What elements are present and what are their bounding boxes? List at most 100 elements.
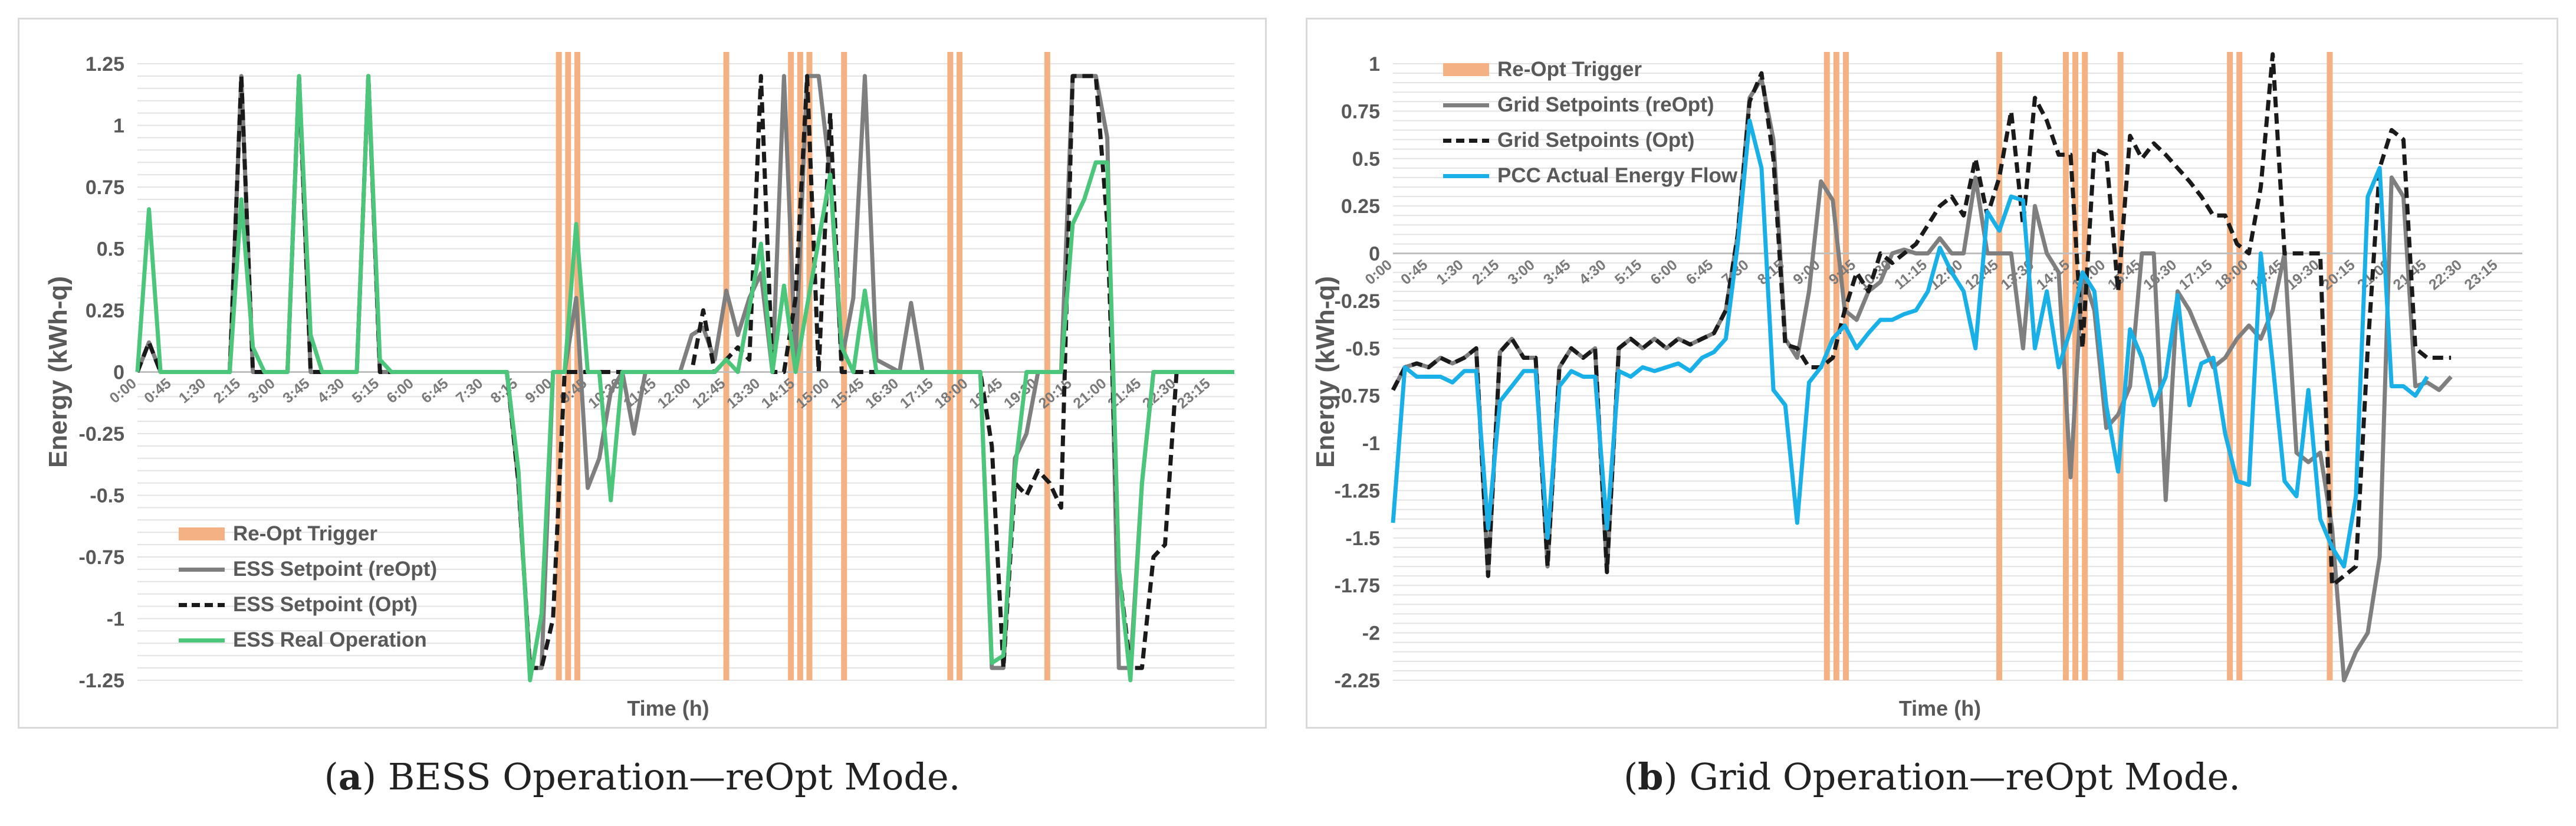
legend-swatch-trigger	[1443, 63, 1489, 76]
y-tick-label: -2.25	[1335, 670, 1381, 692]
y-tick-label: 0	[1369, 243, 1380, 266]
trigger-bar	[1044, 52, 1050, 680]
legend-swatch-real	[179, 634, 225, 647]
y-tick-label: 0.5	[97, 238, 124, 261]
x-tick-label: 4:30	[314, 375, 347, 407]
y-tick-label: -0.75	[1335, 385, 1381, 408]
legend-swatch-trigger	[179, 527, 225, 540]
x-tick-label: 6:00	[1647, 257, 1680, 289]
trigger-bar	[2327, 52, 2333, 680]
trigger-bar	[788, 52, 794, 680]
y-axis: 1 0.75 0.5 0.25 0 -0.25 -0.5 -0.75 -1 -1.25 -1.5 -1…	[1335, 53, 1381, 692]
chart-panel-b: 1 0.75 0.5 0.25 0 -0.25 -0.5 -0.75 -1 -1.25 -1.5 -1…	[1306, 18, 2558, 729]
x-tick-label: 5:15	[1612, 257, 1645, 289]
legend-label: ESS Setpoint (Opt)	[233, 593, 418, 616]
x-tick-label: 19:30	[2283, 257, 2322, 294]
y-tick-label: -1	[107, 608, 124, 631]
gridlines	[1393, 63, 2522, 681]
legend-item-pcc: PCC Actual Energy Flow	[1443, 158, 1737, 194]
trigger-bar	[1996, 52, 2003, 680]
legend-a: Re-Opt Trigger ESS Setpoint (reOpt) ESS …	[179, 516, 437, 658]
legend-swatch-pcc	[1443, 169, 1489, 182]
trigger-bar	[957, 52, 963, 680]
trigger-bar	[841, 52, 847, 680]
caption-a: (a) BESS Operation—reOpt Mode.	[324, 755, 961, 798]
legend-item-reopt: Grid Setpoints (reOpt)	[1443, 87, 1737, 123]
trigger-bar	[1823, 52, 1830, 680]
caption-b: (b) Grid Operation—reOpt Mode.	[1623, 755, 2241, 798]
y-tick-label: 1.25	[86, 53, 124, 76]
trigger-bar	[1833, 52, 1839, 680]
x-tick-label: 3:00	[1504, 257, 1537, 289]
x-tick-label: 1:30	[176, 375, 209, 407]
gridlines	[137, 63, 1234, 681]
legend-label: ESS Real Operation	[233, 628, 427, 651]
x-tick-label: 21:00	[1070, 375, 1109, 412]
x-tick-label: 12:00	[655, 375, 694, 412]
chart-a-svg: 1.25 1 0.75 0.5 0.25 0 -0.25 -0.5 -0.75 -1 -1.25 0:…	[44, 52, 1234, 720]
legend-item-opt: ESS Setpoint (Opt)	[179, 587, 437, 622]
y-tick-label: 0	[113, 362, 124, 384]
x-tick-label: 3:45	[280, 375, 313, 407]
x-tick-label: 17:15	[2176, 257, 2216, 294]
chart-b-svg: 1 0.75 0.5 0.25 0 -0.25 -0.5 -0.75 -1 -1.25 -1.5 -1…	[1311, 52, 2522, 720]
trigger-bar	[565, 52, 571, 680]
trigger-bar	[806, 52, 813, 680]
legend-swatch-reopt	[1443, 99, 1489, 112]
trigger-bar	[2117, 52, 2124, 680]
caption-a-text: BESS Operation—reOpt Mode.	[387, 755, 961, 798]
y-axis-title: Energy (kWh-q)	[44, 276, 73, 468]
caption-b-text: Grid Operation—reOpt Mode.	[1689, 755, 2241, 798]
reopt-triggers	[556, 52, 1050, 680]
legend-label: ESS Setpoint (reOpt)	[233, 558, 438, 581]
legend-item-real: ESS Real Operation	[179, 622, 437, 658]
x-tick-label: 2:15	[1469, 257, 1502, 289]
legend-label: PCC Actual Energy Flow	[1497, 164, 1738, 187]
y-tick-label: -1.5	[1345, 527, 1380, 550]
x-tick-label: 6:00	[383, 375, 416, 407]
x-tick-label: 6:45	[418, 375, 451, 407]
y-tick-label: -0.5	[1345, 337, 1380, 360]
y-tick-label: -1.25	[79, 670, 125, 692]
x-tick-label: 6:45	[1683, 257, 1716, 289]
caption-a-label: a	[338, 755, 362, 798]
y-axis: 1.25 1 0.75 0.5 0.25 0 -0.25 -0.5 -0.75 -1 -1.25	[79, 53, 125, 692]
caption-b-label: b	[1638, 755, 1664, 798]
trigger-bar	[723, 52, 730, 680]
x-tick-label: 8:15	[488, 375, 521, 407]
series-line-green	[135, 74, 1234, 683]
x-axis-title: Time (h)	[1899, 696, 1981, 720]
trigger-bar	[2227, 52, 2233, 680]
trigger-bar	[2236, 52, 2243, 680]
x-tick-label: 20:15	[1036, 375, 1075, 412]
x-tick-label: 13:30	[724, 375, 763, 412]
y-tick-label: 1	[1369, 53, 1380, 76]
y-tick-label: 0.75	[1341, 100, 1380, 123]
x-tick-label: 7:30	[453, 375, 486, 407]
series-line-dashed	[1391, 52, 2452, 588]
trigger-bar	[2082, 52, 2088, 680]
x-tick-label: 1:30	[1433, 257, 1466, 289]
x-tick-label: 16:30	[862, 375, 902, 412]
x-tick-label: 18:45	[966, 375, 1006, 412]
trigger-bar	[947, 52, 954, 680]
y-tick-label: 0.5	[1352, 148, 1380, 171]
x-tick-label: 0:00	[107, 375, 140, 407]
x-tick-label: 12:45	[689, 375, 728, 412]
x-tick-label: 15:45	[827, 375, 867, 412]
y-axis-title: Energy (kWh-q)	[1311, 276, 1340, 468]
x-tick-label: 0:00	[1362, 257, 1395, 289]
y-tick-label: 0.75	[86, 176, 124, 199]
trigger-bar	[574, 52, 580, 680]
legend-label: Grid Setpoints (Opt)	[1497, 129, 1695, 152]
x-tick-label: 9:00	[1790, 257, 1823, 289]
legend-b: Re-Opt Trigger Grid Setpoints (reOpt) Gr…	[1443, 52, 1737, 194]
x-tick-label: 0:45	[141, 375, 174, 407]
legend-item-trigger: Re-Opt Trigger	[1443, 52, 1737, 87]
x-tick-label: 16:30	[2140, 257, 2180, 294]
x-tick-label: 3:45	[1540, 257, 1573, 289]
x-tick-label: 5:15	[349, 375, 382, 407]
x-tick-label: 17:15	[897, 375, 937, 412]
x-tick-label: 23:15	[2462, 257, 2501, 294]
y-tick-label: -0.25	[1335, 290, 1381, 313]
